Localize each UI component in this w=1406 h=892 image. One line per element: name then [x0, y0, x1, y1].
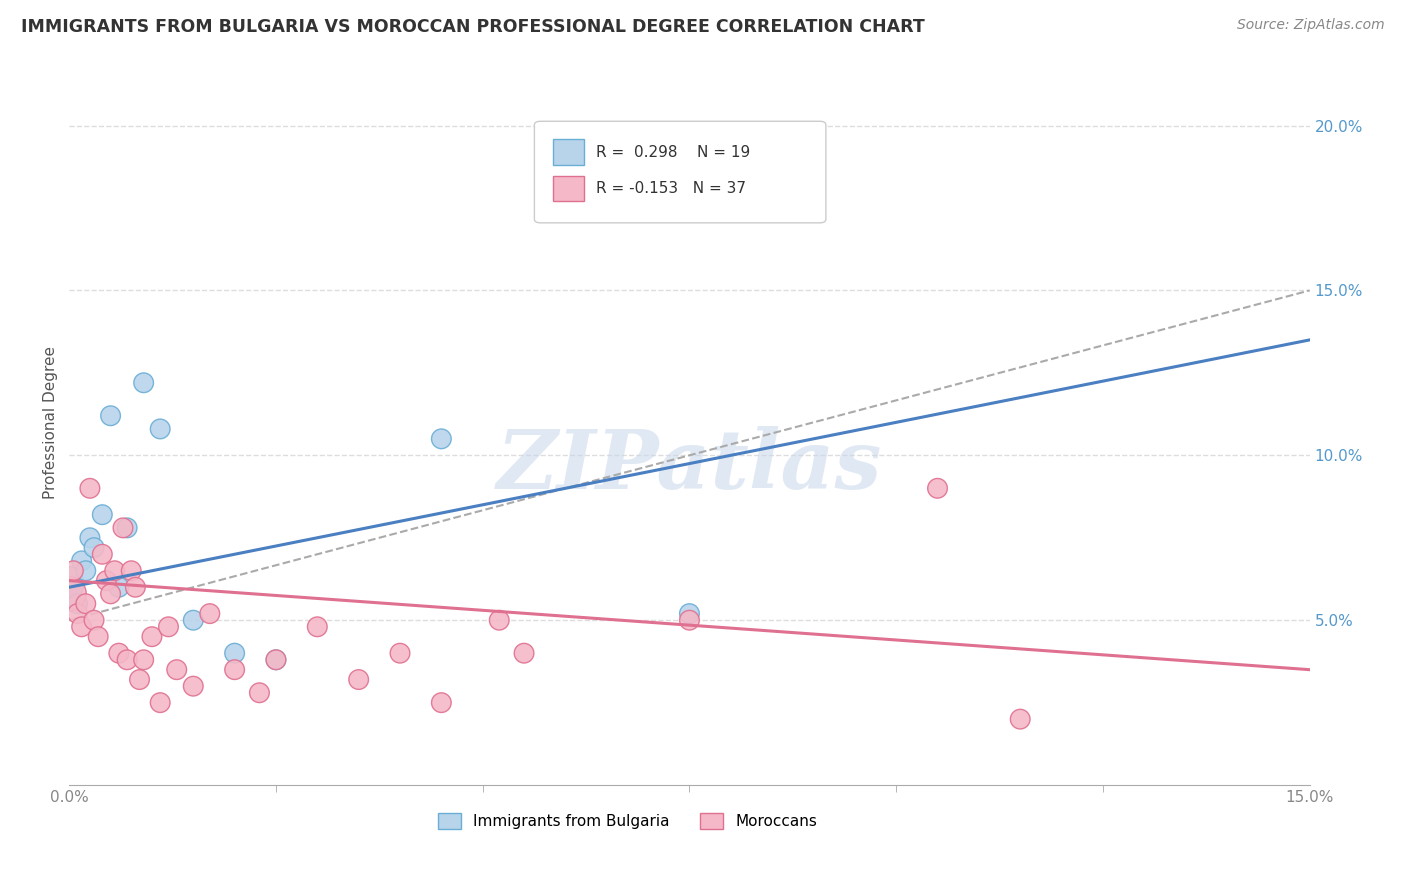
Point — [264, 653, 287, 667]
Point — [132, 653, 155, 667]
Point — [75, 564, 97, 578]
Point — [166, 663, 188, 677]
Text: ZIPatlas: ZIPatlas — [496, 425, 882, 506]
Point — [115, 521, 138, 535]
Point — [513, 646, 536, 660]
Point — [249, 686, 271, 700]
Point — [430, 432, 453, 446]
Point — [62, 580, 84, 594]
Point — [128, 673, 150, 687]
Point — [430, 696, 453, 710]
Point — [157, 620, 180, 634]
Point — [198, 607, 221, 621]
Point — [70, 620, 93, 634]
Point — [1010, 712, 1032, 726]
Point — [927, 481, 949, 495]
Point — [120, 564, 142, 578]
Point — [75, 597, 97, 611]
Point — [389, 646, 412, 660]
Point — [132, 376, 155, 390]
Point — [224, 663, 246, 677]
Point — [264, 653, 287, 667]
Point — [181, 679, 204, 693]
Point — [347, 673, 370, 687]
Point — [224, 646, 246, 660]
Text: Source: ZipAtlas.com: Source: ZipAtlas.com — [1237, 18, 1385, 32]
Point — [62, 564, 84, 578]
Point — [108, 580, 131, 594]
Point — [108, 646, 131, 660]
Point — [141, 630, 163, 644]
Point — [124, 580, 146, 594]
Point — [79, 481, 101, 495]
FancyBboxPatch shape — [553, 176, 583, 201]
Text: R =  0.298    N = 19: R = 0.298 N = 19 — [596, 145, 751, 160]
Text: R = -0.153   N = 37: R = -0.153 N = 37 — [596, 181, 747, 196]
FancyBboxPatch shape — [553, 139, 583, 165]
Legend: Immigrants from Bulgaria, Moroccans: Immigrants from Bulgaria, Moroccans — [432, 807, 823, 836]
Point — [100, 409, 122, 423]
Point — [87, 630, 110, 644]
Point — [307, 620, 329, 634]
Point — [761, 158, 783, 172]
Point — [91, 547, 114, 561]
FancyBboxPatch shape — [534, 121, 825, 223]
Y-axis label: Professional Degree: Professional Degree — [44, 346, 58, 499]
Point — [111, 521, 134, 535]
Point — [58, 587, 80, 601]
Point — [149, 422, 172, 436]
Point — [66, 607, 89, 621]
Point — [70, 554, 93, 568]
Point — [678, 607, 700, 621]
Point — [91, 508, 114, 522]
Point — [83, 613, 105, 627]
Point — [79, 531, 101, 545]
Point — [96, 574, 118, 588]
Point — [83, 541, 105, 555]
Point — [115, 653, 138, 667]
Point — [66, 597, 89, 611]
Point — [149, 696, 172, 710]
Point — [488, 613, 510, 627]
Point — [181, 613, 204, 627]
Text: IMMIGRANTS FROM BULGARIA VS MOROCCAN PROFESSIONAL DEGREE CORRELATION CHART: IMMIGRANTS FROM BULGARIA VS MOROCCAN PRO… — [21, 18, 925, 36]
Point — [100, 587, 122, 601]
Point — [678, 613, 700, 627]
Point — [104, 564, 127, 578]
Point — [58, 574, 80, 588]
